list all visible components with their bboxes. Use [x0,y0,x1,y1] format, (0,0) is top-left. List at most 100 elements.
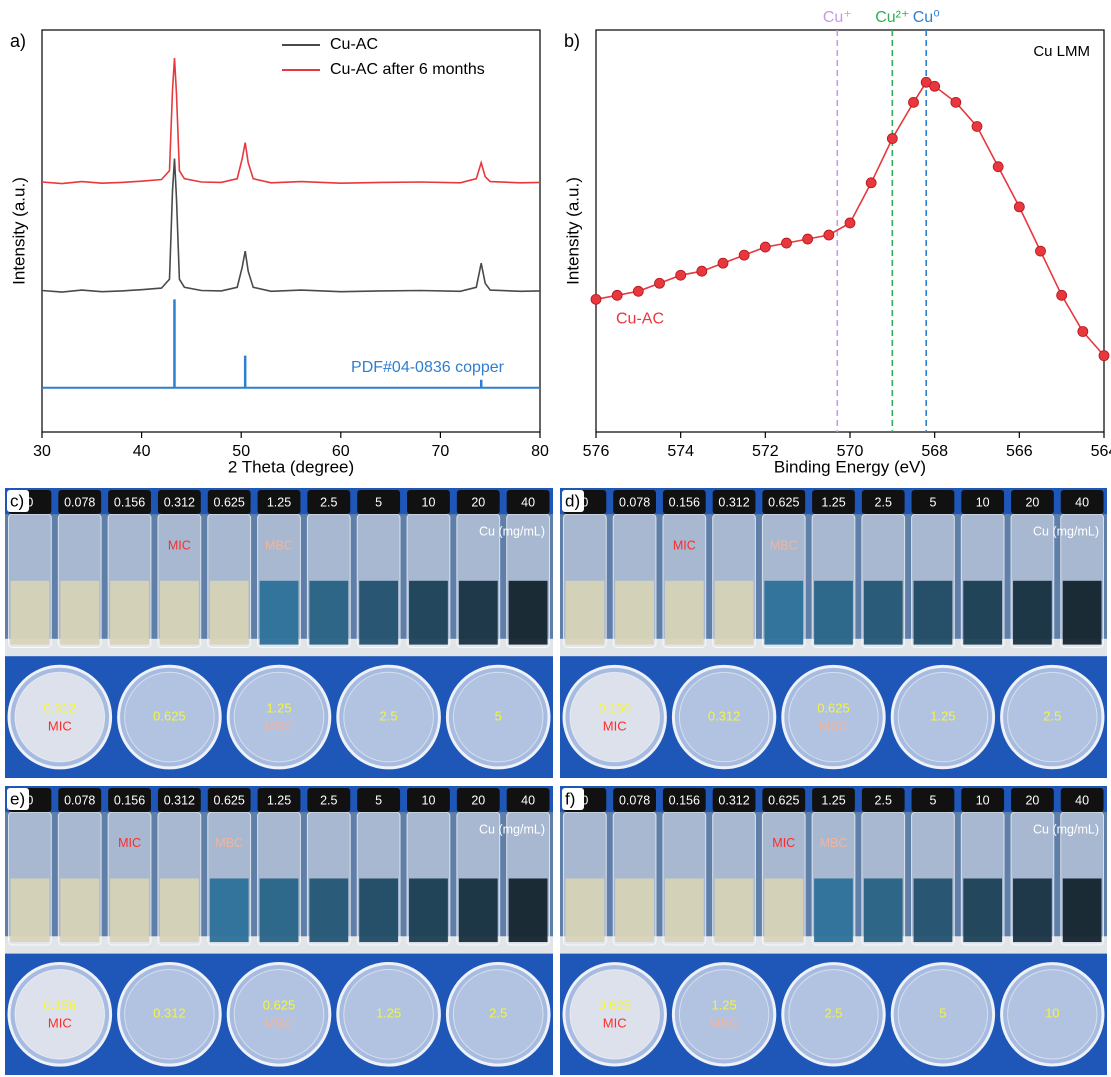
vial-cap [1060,788,1104,812]
x-tick-label: 576 [583,443,610,460]
photo-panel: 0 0.078 0.156 0.312 0.625 MIC 1.25 MBC 2.5 5 10 20 4… [560,786,1107,1075]
photo-panel: 0 0.078 0.156 0.312 MIC 0.625 1.25 MBC 2.5 5 10 20 4… [5,488,553,778]
concentration-label: 40 [521,495,535,509]
concentration-label: 0.625 [768,793,799,807]
concentration-label: 0.312 [718,793,749,807]
y-axis-label: Intensity (a.u.) [9,177,28,285]
dish-value: 2.5 [824,1006,842,1021]
dish-value: 0.625 [263,998,296,1013]
dish-value: 1.25 [376,1006,401,1021]
vial-cap [506,788,550,812]
dish-value: 2.5 [489,1006,507,1021]
petri-dish-inner [452,969,544,1060]
dish-value: 2.5 [1043,709,1061,724]
dish-value: 1.25 [266,701,291,716]
vial-liquid [714,580,754,645]
x-tick-label: 40 [133,443,151,460]
dish-value: 0.312 [44,701,77,716]
concentration-label: 10 [976,495,990,509]
concentration-label: 5 [929,793,936,807]
vial-cap [1060,490,1104,514]
petri-dish-inner [124,969,215,1060]
data-point [654,277,665,289]
vial-liquid [664,878,704,943]
x-tick-label: 566 [1006,443,1033,460]
concentration-label: 0.078 [619,793,650,807]
panel-label: a) [10,31,26,51]
data-point [759,241,771,253]
vial-liquid [863,580,903,645]
vial-cap [911,788,955,812]
vial-cap [613,490,656,514]
vial-cap [307,490,351,514]
concentration-label: 40 [1075,495,1089,509]
concentration-label: 0.625 [214,793,245,807]
petri-dish-inner [124,671,215,763]
data-point [632,285,644,297]
vial-cap [357,788,401,812]
vial-cap [456,788,500,812]
concentration-label: 0.078 [619,495,650,509]
annotation: Cu LMM [1033,43,1090,60]
vial-cap [357,490,401,514]
vial-cap [257,490,301,514]
dish-value: 0.625 [817,701,850,716]
vial-note: MBC [215,836,243,850]
vial-note: MIC [168,538,191,552]
vial-liquid [963,580,1003,645]
vial-cap [861,490,905,514]
vial-liquid [814,580,853,645]
vial-liquid [615,580,654,645]
concentration-label: 40 [1075,793,1089,807]
dish-note: MBC [819,719,848,734]
vial-liquid [409,580,448,645]
petri-dish-inner [233,671,325,763]
vial-note: MIC [118,836,141,850]
concentration-label: 5 [929,495,936,509]
concentration-label: 5 [375,793,382,807]
data-point [886,133,898,144]
petri-dish-inner [1007,969,1098,1060]
unit-label: Cu (mg/mL) [1033,822,1099,836]
concentration-label: 10 [422,793,436,807]
concentration-label: 10 [976,793,990,807]
concentration-label: 40 [521,793,535,807]
concentration-label: 0 [26,495,33,509]
data-point [929,80,941,92]
vial-cap [108,490,151,514]
vial-liquid [60,580,100,645]
vial-liquid [814,878,853,943]
dish-note: MBC [265,719,294,734]
reference-line-label: Cu⁰ [913,9,940,26]
unit-label: Cu (mg/mL) [1033,524,1099,538]
data-point [992,161,1004,173]
vial-liquid [309,878,349,943]
data-point [823,229,835,241]
panel-label-bg [7,490,29,512]
petri-dish-inner [569,671,660,763]
vial-liquid [359,878,399,943]
vial-liquid [259,580,299,645]
petri-dish-inner [233,969,325,1060]
vial-liquid [714,878,754,943]
vial-liquid [508,580,548,645]
vial-liquid [615,878,654,943]
data-point [781,237,792,249]
panel-label: f) [565,789,575,808]
vial-liquid [10,580,50,645]
data-line [41,58,541,185]
concentration-label: 5 [375,495,382,509]
concentration-label: 1.25 [821,793,845,807]
x-tick-label: 50 [232,443,250,460]
dish-value: 0.625 [153,709,186,724]
concentration-label: 0 [581,495,588,509]
data-point [1013,201,1025,213]
dish-note: MIC [603,719,627,734]
concentration-label: 0.156 [669,495,700,509]
reference-line-label: Cu²⁺ [875,9,909,26]
panel-label-bg [562,788,584,810]
vial-liquid [913,878,953,943]
vial-liquid [565,580,605,645]
data-point [611,289,623,301]
